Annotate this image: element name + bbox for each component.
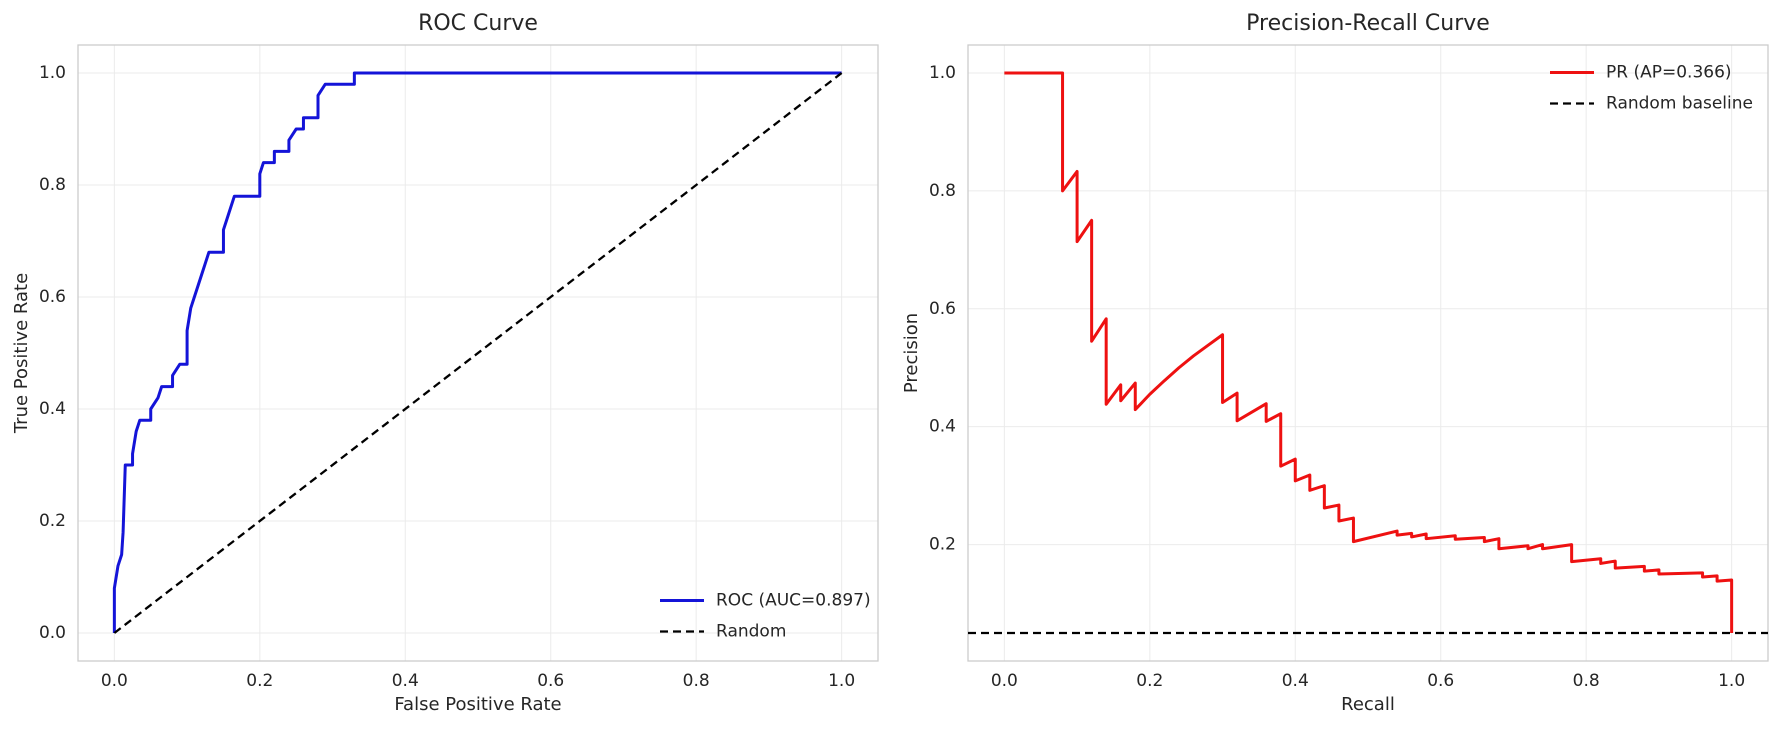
x-tick-label: 0.8 bbox=[1573, 671, 1600, 691]
y-tick-label: 1.0 bbox=[39, 63, 66, 83]
x-axis-label: Recall bbox=[1341, 694, 1395, 715]
y-tick-label: 0.2 bbox=[39, 511, 66, 531]
x-tick-label: 0.6 bbox=[1427, 671, 1454, 691]
x-axis-label: False Positive Rate bbox=[394, 694, 561, 715]
y-tick-label: 0.6 bbox=[929, 299, 956, 319]
legend-label: Random bbox=[716, 622, 786, 642]
y-tick-label: 1.0 bbox=[929, 63, 956, 83]
series-line bbox=[1004, 71, 1734, 633]
axes-frame bbox=[77, 44, 879, 662]
chart-title: ROC Curve bbox=[418, 11, 538, 36]
y-tick-label: 0.4 bbox=[929, 417, 956, 437]
x-tick-label: 0.6 bbox=[537, 671, 564, 691]
series-line bbox=[112, 71, 842, 633]
y-tick-label: 0.4 bbox=[39, 399, 66, 419]
y-tick-label: 0.8 bbox=[39, 175, 66, 195]
x-tick-label: 0.0 bbox=[991, 671, 1018, 691]
x-tick-label: 0.4 bbox=[392, 671, 419, 691]
plot-area bbox=[968, 45, 1768, 661]
axes-frame bbox=[967, 44, 1769, 662]
y-tick-label: 0.2 bbox=[929, 535, 956, 555]
y-tick-label: 0.6 bbox=[39, 287, 66, 307]
x-tick-label: 0.2 bbox=[1136, 671, 1163, 691]
y-tick-label: 0.8 bbox=[929, 181, 956, 201]
legend-label: PR (AP=0.366) bbox=[1606, 63, 1732, 83]
legend-label: ROC (AUC=0.897) bbox=[716, 591, 871, 611]
chart-title: Precision-Recall Curve bbox=[1246, 11, 1490, 36]
x-tick-label: 1.0 bbox=[828, 671, 855, 691]
legend-label: Random baseline bbox=[1606, 94, 1753, 114]
y-tick-label: 0.0 bbox=[39, 623, 66, 643]
series-line bbox=[113, 72, 843, 634]
x-tick-label: 1.0 bbox=[1718, 671, 1745, 691]
x-tick-label: 0.2 bbox=[246, 671, 273, 691]
x-tick-label: 0.4 bbox=[1282, 671, 1309, 691]
y-axis-label: True Positive Rate bbox=[11, 273, 32, 434]
x-tick-label: 0.8 bbox=[683, 671, 710, 691]
x-tick-label: 0.0 bbox=[101, 671, 128, 691]
y-axis-label: Precision bbox=[901, 313, 922, 393]
